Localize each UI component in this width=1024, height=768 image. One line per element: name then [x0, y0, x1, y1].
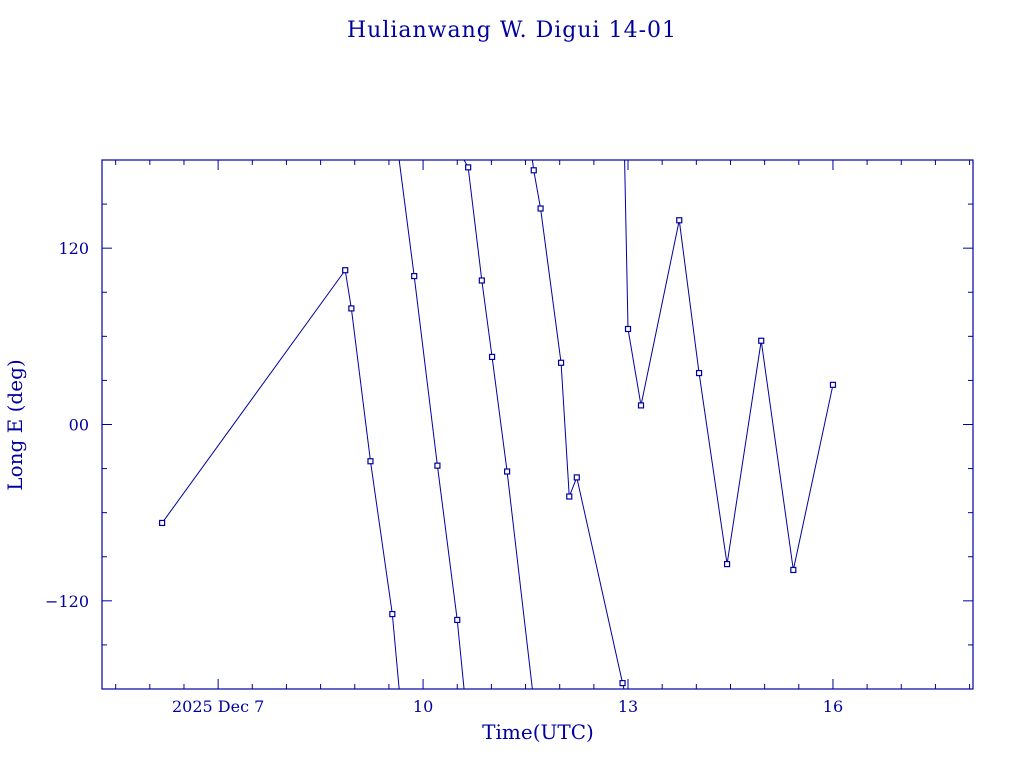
y-tick-label: 120 — [58, 239, 89, 258]
plot-frame — [101, 159, 974, 690]
data-point — [676, 217, 683, 224]
data-point — [557, 359, 565, 366]
axis-ticks — [102, 159, 973, 690]
data-point — [619, 680, 626, 687]
y-tick-label: 00 — [69, 416, 89, 435]
x-tick-label: 2025 Dec 7 — [172, 697, 264, 716]
data-point — [566, 493, 573, 500]
data-point — [159, 519, 166, 527]
data-point — [695, 369, 703, 377]
data-point — [389, 610, 396, 618]
data-point — [488, 353, 496, 361]
y-axis-label: Long E (deg) — [3, 359, 27, 490]
data-point — [478, 277, 485, 284]
y-tick-label: −120 — [45, 592, 89, 611]
data-series — [159, 160, 837, 689]
chart-title: Hulianwang W. Digui 14-01 — [347, 18, 677, 43]
x-tick-label: 16 — [823, 697, 843, 716]
data-point — [790, 566, 797, 574]
data-point — [537, 205, 544, 212]
data-point — [367, 458, 374, 465]
series-segment-4 — [531, 160, 625, 689]
data-point — [504, 468, 511, 475]
data-point — [342, 267, 349, 274]
series-segment-5 — [623, 160, 834, 571]
series-segment-1 — [161, 268, 400, 689]
x-tick-label: 13 — [618, 697, 638, 716]
data-point — [454, 616, 461, 624]
x-axis-label: Time(UTC) — [482, 720, 594, 744]
data-point — [348, 305, 355, 312]
data-point — [434, 462, 441, 469]
data-point — [758, 337, 765, 344]
data-point — [624, 325, 632, 333]
tick-labels: 2025 Dec 7 10 13 16 120 00 −120 — [45, 239, 843, 716]
data-point — [637, 402, 645, 409]
data-point — [530, 167, 537, 174]
series-segment-3 — [463, 160, 533, 689]
data-point — [723, 560, 731, 568]
series-segment-2 — [398, 160, 465, 689]
data-point — [829, 381, 837, 388]
x-tick-label: 10 — [413, 697, 433, 716]
data-point — [573, 474, 580, 481]
data-point — [465, 164, 472, 171]
data-point — [411, 272, 418, 280]
